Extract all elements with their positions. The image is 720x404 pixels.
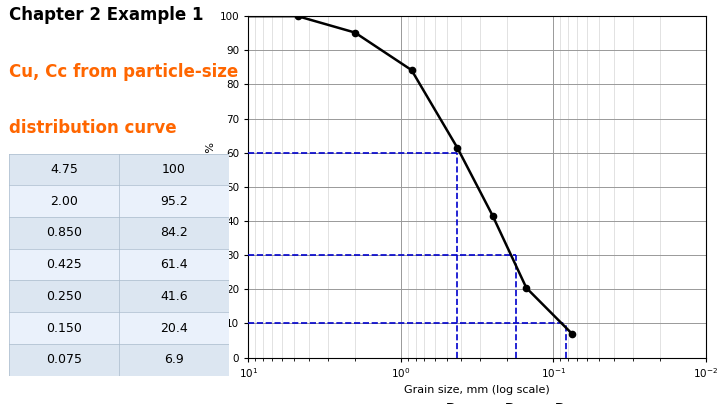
Bar <box>9 154 229 185</box>
Bar <box>9 312 229 344</box>
Text: $\mathbf{D_{30}}$: $\mathbf{D_{30}}$ <box>504 402 528 404</box>
Text: 0.850: 0.850 <box>46 226 82 240</box>
Bar <box>9 249 229 280</box>
Text: 41.6: 41.6 <box>161 290 188 303</box>
Text: 2.00: 2.00 <box>50 195 78 208</box>
Y-axis label: Percent finer, %: Percent finer, % <box>206 142 215 231</box>
Bar <box>9 280 229 312</box>
Bar <box>9 344 229 376</box>
Text: 0.425: 0.425 <box>46 258 82 271</box>
Text: 0.150: 0.150 <box>46 322 82 335</box>
Text: Cu, Cc from particle-size: Cu, Cc from particle-size <box>9 63 238 81</box>
Text: 4.75: 4.75 <box>50 163 78 176</box>
Text: 0.075: 0.075 <box>46 354 82 366</box>
Bar <box>9 185 229 217</box>
Text: 95.2: 95.2 <box>160 195 188 208</box>
Text: Chapter 2 Example 1: Chapter 2 Example 1 <box>9 6 204 24</box>
X-axis label: Grain size, mm (log scale): Grain size, mm (log scale) <box>404 385 550 395</box>
Text: 100: 100 <box>162 163 186 176</box>
Text: 0.250: 0.250 <box>46 290 82 303</box>
Text: 61.4: 61.4 <box>161 258 188 271</box>
Text: $\mathbf{D_{10}}$: $\mathbf{D_{10}}$ <box>554 402 578 404</box>
Text: $\mathbf{D_{60}}$: $\mathbf{D_{60}}$ <box>444 402 469 404</box>
Text: 6.9: 6.9 <box>164 354 184 366</box>
Text: distribution curve: distribution curve <box>9 119 177 137</box>
Bar <box>9 217 229 249</box>
Text: 20.4: 20.4 <box>160 322 188 335</box>
Text: 84.2: 84.2 <box>160 226 188 240</box>
